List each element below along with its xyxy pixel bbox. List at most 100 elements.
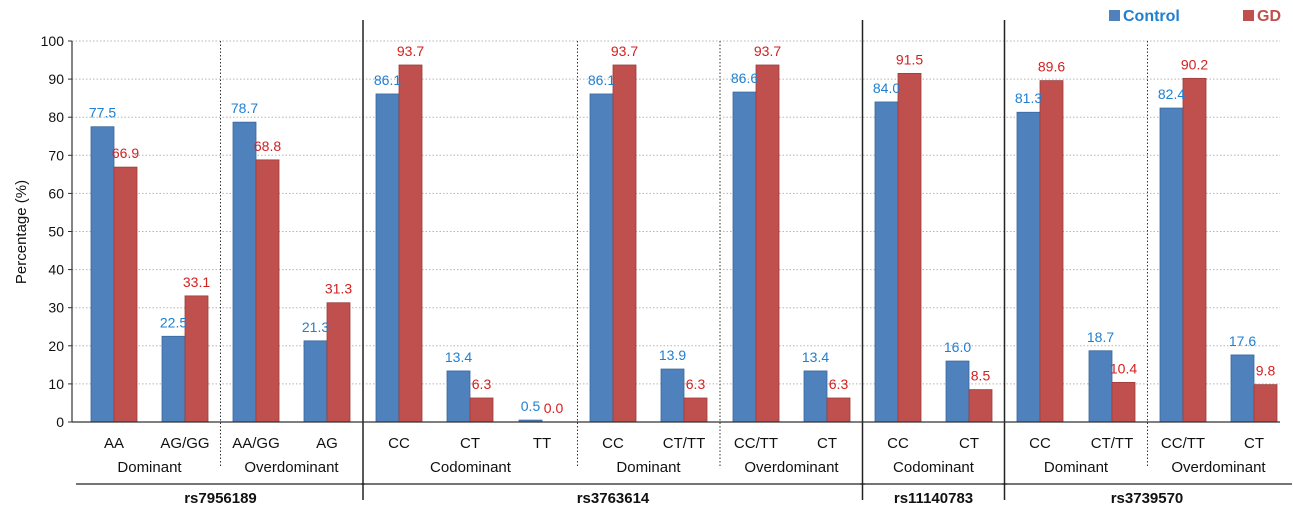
x-category-label: CC/TT <box>734 435 778 452</box>
value-label-control: 18.7 <box>1087 329 1114 345</box>
bar-control <box>945 360 970 423</box>
bar-control <box>90 126 115 423</box>
y-tick-label: 70 <box>48 147 64 163</box>
bar-control <box>446 370 471 423</box>
y-tick-label: 0 <box>56 414 64 430</box>
bar-gd <box>1039 80 1064 423</box>
legend: Control GD <box>1109 8 1281 25</box>
x-category-label: CT <box>1244 435 1264 452</box>
bar-control <box>1159 107 1184 423</box>
y-tick-label: 20 <box>48 338 64 354</box>
bar-gd <box>469 397 494 423</box>
y-tick-label: 80 <box>48 109 64 125</box>
y-tick-label: 30 <box>48 300 64 316</box>
value-label-control: 81.3 <box>1015 90 1042 106</box>
value-label-gd: 93.7 <box>611 43 638 59</box>
bar-gd <box>683 397 708 423</box>
value-label-control: 86.1 <box>374 72 401 88</box>
value-label-gd: 9.8 <box>1256 363 1276 379</box>
bar-gd <box>398 64 423 423</box>
model-label: Codominant <box>893 459 975 476</box>
x-category-label: CC/TT <box>1161 435 1205 452</box>
value-label-gd: 91.5 <box>896 51 923 67</box>
y-tick-label: 90 <box>48 71 64 87</box>
bar-gd <box>184 295 209 423</box>
bar-control <box>1230 354 1255 423</box>
bar-gd <box>826 397 851 423</box>
bar-control <box>803 370 828 423</box>
legend-swatch-control <box>1109 10 1120 21</box>
x-category-label: CC <box>887 435 909 452</box>
x-category-label: CT <box>460 435 480 452</box>
bar-control <box>660 368 685 423</box>
model-label: Dominant <box>1044 459 1109 476</box>
x-category-label: CT/TT <box>663 435 706 452</box>
value-label-control: 78.7 <box>231 100 258 116</box>
legend-swatch-gd <box>1243 10 1254 21</box>
bars <box>90 64 1278 423</box>
y-tick-label: 50 <box>48 224 64 240</box>
bar-gd <box>755 64 780 423</box>
value-label-control: 86.1 <box>588 72 615 88</box>
bar-control <box>303 340 328 423</box>
snp-labels: rs7956189 rs3763614 rs11140783 rs3739570 <box>76 483 1292 507</box>
value-label-gd: 6.3 <box>829 376 849 392</box>
value-label-gd: 68.8 <box>254 138 281 154</box>
x-category-label: AA <box>104 435 124 452</box>
value-label-control: 82.4 <box>1158 86 1185 102</box>
bar-gd <box>968 389 993 423</box>
bar-gd <box>1253 384 1278 423</box>
bar-control <box>161 335 186 423</box>
x-category-label: CT <box>817 435 837 452</box>
model-label: Overdominant <box>744 459 839 476</box>
x-category-label: CC <box>388 435 410 452</box>
bar-control <box>1016 111 1041 423</box>
value-label-control: 84.0 <box>873 80 900 96</box>
gridlines <box>68 40 1280 423</box>
snp-label: rs3763614 <box>577 490 650 507</box>
value-labels: 77.5 22.5 78.7 21.3 86.1 13.4 0.5 86.1 13.9 86.6 1… <box>89 43 1276 416</box>
value-label-gd: 10.4 <box>1110 360 1137 376</box>
x-category-label: AG <box>316 435 338 452</box>
bar-control <box>874 101 899 423</box>
model-label: Dominant <box>616 459 681 476</box>
value-label-control: 86.6 <box>731 70 758 86</box>
x-category-label: AA/GG <box>232 435 280 452</box>
model-label: Overdominant <box>1171 459 1266 476</box>
model-label: Overdominant <box>244 459 339 476</box>
snp-label: rs7956189 <box>184 490 257 507</box>
snp-label: rs3739570 <box>1111 490 1184 507</box>
value-label-control: 13.4 <box>802 349 829 365</box>
y-tick-label: 10 <box>48 376 64 392</box>
value-label-control: 22.5 <box>160 314 187 330</box>
value-label-gd: 0.0 <box>544 400 564 416</box>
model-labels: Dominant Overdominant Codominant Dominant Ov… <box>117 459 1266 476</box>
x-category-label: TT <box>533 435 551 452</box>
bar-control <box>232 121 257 423</box>
x-category-label: CC <box>602 435 624 452</box>
value-label-control: 77.5 <box>89 105 116 121</box>
value-label-gd: 93.7 <box>397 43 424 59</box>
bar-gd <box>612 64 637 423</box>
value-label-gd: 31.3 <box>325 281 352 297</box>
value-label-gd: 93.7 <box>754 43 781 59</box>
value-label-gd: 6.3 <box>686 376 706 392</box>
value-label-control: 0.5 <box>521 398 541 414</box>
value-label-control: 16.0 <box>944 339 971 355</box>
bar-control <box>732 91 757 423</box>
value-label-gd: 66.9 <box>112 145 139 161</box>
bar-control <box>375 93 400 423</box>
x-category-labels: AA AG/GG AA/GG AG CC CT TT CC CT/TT CC/TT CT CC CT CC… <box>104 435 1264 452</box>
value-label-control: 21.3 <box>302 319 329 335</box>
axes <box>71 41 1280 423</box>
y-tick-label: 60 <box>48 185 64 201</box>
snp-label: rs11140783 <box>894 490 973 507</box>
x-category-label: CT/TT <box>1091 435 1134 452</box>
y-tick-label: 40 <box>48 262 64 278</box>
bar-control <box>1088 350 1113 423</box>
legend-label-gd: GD <box>1257 8 1281 25</box>
group-separators <box>220 20 1148 500</box>
value-label-gd: 8.5 <box>971 368 991 384</box>
x-category-label: AG/GG <box>160 435 209 452</box>
